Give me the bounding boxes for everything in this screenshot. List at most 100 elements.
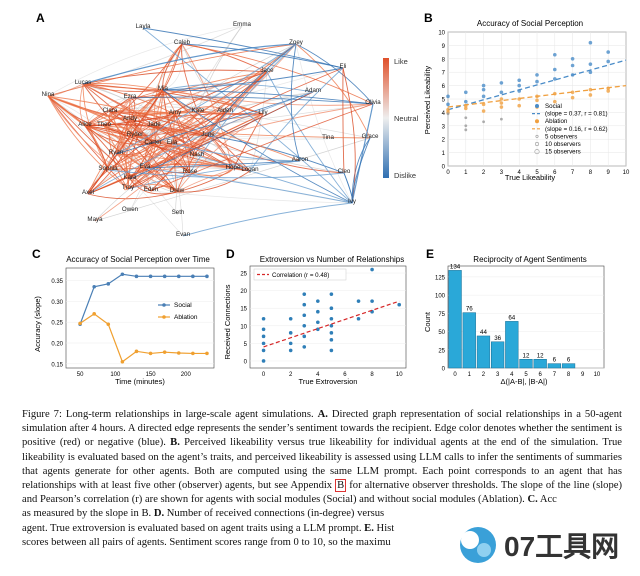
graph-edge-202 bbox=[176, 168, 234, 193]
c-point-1-9 bbox=[205, 351, 209, 356]
graph-node-jade: Jade bbox=[147, 121, 161, 128]
graph-edge-93 bbox=[127, 71, 268, 190]
colorbar-dislike: Dislike bbox=[394, 171, 416, 180]
b-point-0-13 bbox=[553, 77, 557, 81]
graph-edge-209 bbox=[127, 111, 226, 190]
d-point-7 bbox=[288, 331, 293, 335]
b-point-0-18 bbox=[606, 59, 610, 64]
b-legend-marker-2 bbox=[535, 119, 539, 124]
c-legend-label-1: Ablation bbox=[174, 314, 198, 321]
caption-d-text: Number of received connections (in-degre… bbox=[164, 508, 385, 520]
b-legend-label-3: (slope = 0.16, r = 0.62) bbox=[545, 126, 608, 133]
panel-b-legend: Social(slope = 0.37, r = 0.81)Ablation(s… bbox=[532, 103, 608, 156]
graph-edge-83 bbox=[176, 170, 251, 193]
c-point-0-3 bbox=[120, 272, 125, 277]
b-point-2-3 bbox=[500, 117, 503, 121]
b-trend-0 bbox=[447, 59, 627, 111]
b-legend-label-5: 10 observers bbox=[545, 141, 581, 148]
d-xtick-4: 8 bbox=[370, 372, 374, 378]
d-xtick-2: 4 bbox=[316, 372, 320, 378]
graph-node-sophia: Sophia bbox=[98, 165, 118, 172]
panel-e-xlabel: Δ(|A-B|, |B-A|) bbox=[501, 377, 548, 386]
panel-e-ylabel: Count bbox=[423, 311, 432, 332]
graph-edge-278 bbox=[47, 43, 297, 97]
d-point-20 bbox=[329, 348, 334, 353]
b-point-0-19 bbox=[606, 50, 610, 54]
b-xtick-6: 6 bbox=[553, 170, 557, 176]
graph-edge-241 bbox=[129, 111, 176, 121]
c-point-1-7 bbox=[176, 351, 181, 355]
graph-edge-225 bbox=[87, 89, 164, 195]
caption-a-text: Directed graph representation of social … bbox=[22, 409, 622, 449]
graph-edge-224 bbox=[82, 83, 176, 115]
graph-edge-215 bbox=[87, 191, 178, 200]
e-ytick-4: 100 bbox=[435, 294, 446, 300]
graph-edge-151 bbox=[171, 71, 268, 145]
graph-node-aiden: Aiden bbox=[217, 107, 233, 114]
caption-figure-number: Figure 7: bbox=[22, 409, 66, 420]
caption-lead: Long-term relationships in large-scale a… bbox=[65, 409, 318, 420]
d-point-23 bbox=[329, 323, 334, 328]
graph-edge-52 bbox=[129, 113, 176, 212]
e-bar-5 bbox=[519, 359, 533, 369]
graph-edge-48 bbox=[47, 95, 146, 169]
b-ytick-6: 6 bbox=[442, 84, 446, 90]
d-point-13 bbox=[302, 313, 307, 318]
graph-node-eva: Eva bbox=[140, 163, 151, 170]
d-point-19 bbox=[316, 299, 320, 303]
appendix-link[interactable]: B bbox=[335, 479, 347, 493]
graph-node-ryder: Ryder bbox=[127, 131, 144, 138]
d-point-16 bbox=[316, 327, 320, 332]
graph-edge-230 bbox=[150, 71, 268, 192]
b-point-0-1 bbox=[446, 94, 450, 99]
b-point-0-23 bbox=[481, 87, 486, 92]
graph-node-owen: Owen bbox=[122, 206, 139, 213]
panel-c-chart: C Accuracy of Social Perception over Tim… bbox=[32, 247, 215, 386]
graph-edge-272 bbox=[150, 103, 374, 192]
d-point-4 bbox=[261, 327, 266, 332]
graph-node-axel: Axel bbox=[82, 189, 94, 196]
caption-c-label: C. bbox=[527, 494, 538, 506]
graph-edge-242 bbox=[129, 97, 155, 127]
caption-b-text: Perceived likeability versus true likeab… bbox=[22, 437, 622, 492]
panel-d-title: Extroversion vs Number of Relationships bbox=[260, 255, 405, 264]
graph-edge-162 bbox=[47, 95, 129, 190]
d-point-11 bbox=[302, 334, 307, 339]
graph-node-nash: Nash bbox=[190, 151, 205, 158]
d-point-21 bbox=[329, 338, 334, 342]
c-point-1-2 bbox=[106, 322, 111, 327]
graph-edge-198 bbox=[84, 125, 173, 145]
graph-edge-267 bbox=[127, 160, 301, 190]
graph-node-olivia: Olivia bbox=[365, 99, 381, 106]
e-xtick-4: 4 bbox=[510, 372, 514, 378]
b-legend-marker-0 bbox=[535, 104, 539, 108]
e-ytick-3: 75 bbox=[438, 312, 445, 318]
caption-e-text: Hist bbox=[373, 522, 395, 534]
graph-edge-119 bbox=[87, 89, 164, 195]
c-xtick-0: 50 bbox=[77, 372, 84, 378]
caption-c-text: Acc bbox=[537, 494, 557, 506]
panel-a-graph: A Layla Emma Caleb Zoey Eli Lucas Jace Nina Mia A… bbox=[36, 11, 419, 238]
graph-edge-254 bbox=[342, 67, 345, 174]
caption-line-e2: scores between all pairs of agents. Sent… bbox=[22, 536, 391, 548]
c-point-1-1 bbox=[92, 312, 96, 316]
panel-b-title: Accuracy of Social Perception bbox=[477, 19, 583, 28]
graph-node-theo: Theo bbox=[97, 121, 112, 128]
panel-e-chart: E Reciprocity of Agent Sentiments 025507… bbox=[423, 247, 605, 386]
c-legend-marker-1 bbox=[162, 315, 166, 319]
caption-e-label: E. bbox=[364, 522, 374, 534]
d-trend-line bbox=[263, 300, 400, 348]
d-ytick-4: 20 bbox=[240, 289, 247, 295]
b-point-0-16 bbox=[588, 62, 593, 66]
d-point-14 bbox=[302, 302, 307, 307]
graph-edge-196 bbox=[47, 95, 131, 121]
graph-node-ella: Ella bbox=[167, 139, 178, 146]
watermark-text: 07工具网 bbox=[504, 531, 619, 562]
graph-node-nina: Nina bbox=[42, 91, 55, 98]
b-point-1-7 bbox=[499, 105, 504, 109]
b-point-0-10 bbox=[535, 79, 539, 84]
graph-node-caleb: Caleb bbox=[174, 39, 191, 46]
b-point-0-11 bbox=[535, 73, 539, 77]
d-point-12 bbox=[302, 323, 307, 328]
